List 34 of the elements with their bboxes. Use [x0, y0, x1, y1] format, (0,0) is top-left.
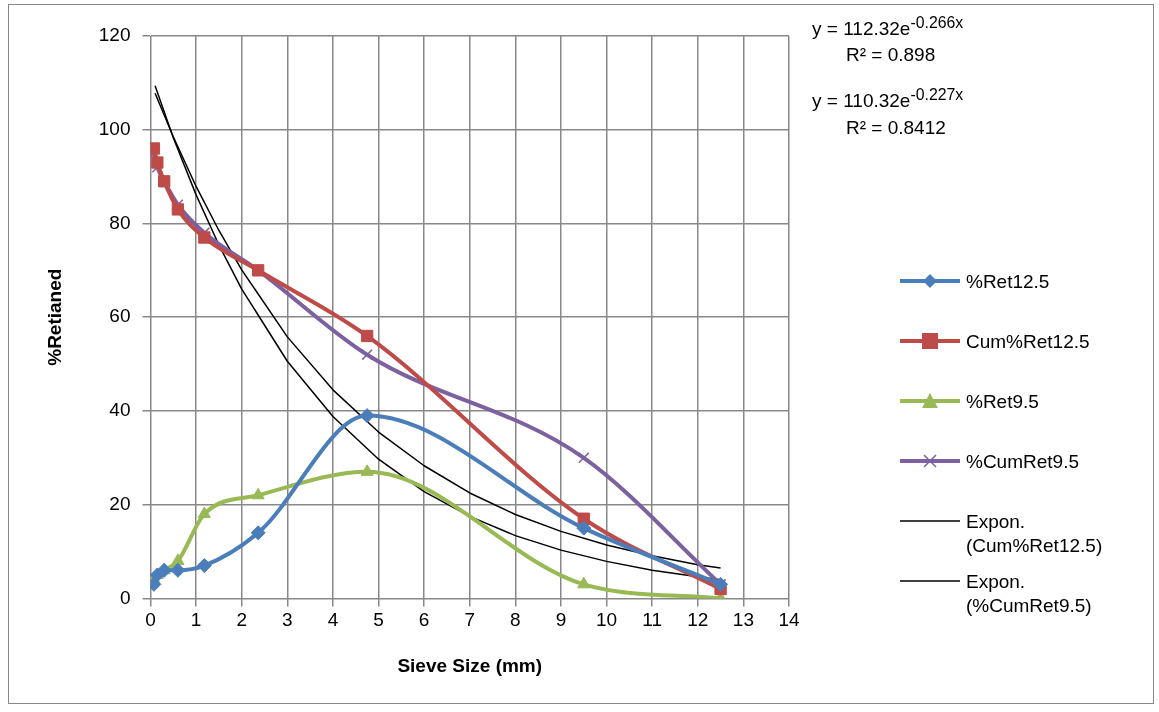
text: y = 112.32e$^{-0.266x}$ — [812, 13, 964, 42]
y-tick-label: 100 — [98, 117, 131, 139]
y-tick-label: 0 — [119, 586, 131, 608]
text: R² = 0.898 — [845, 43, 937, 68]
x-tick-label: 0 — [145, 609, 156, 631]
x-tick-label: 6 — [418, 609, 430, 631]
y-tick-label: 20 — [109, 492, 131, 514]
x-tick-label: 10 — [596, 609, 618, 631]
y-tick-label: 40 — [109, 399, 131, 421]
x-tick-label: 5 — [373, 609, 384, 631]
x-tick-label: 7 — [464, 609, 476, 631]
y-tick-label: 60 — [109, 305, 131, 327]
x-tick-label: 3 — [282, 609, 293, 631]
x-tick-label: 2 — [236, 609, 247, 631]
legend-label: %CumRet9.5 — [966, 450, 1079, 474]
text: y = 110.32e$^{-0.227x}$ — [812, 85, 964, 114]
x-tick-label: 13 — [732, 609, 754, 631]
x-tick-label: 4 — [327, 609, 339, 631]
x-tick-label: 14 — [778, 609, 800, 631]
legend-label: Expon. (Cum%Ret12.5) — [966, 510, 1104, 558]
y-axis-title: %Retianed — [43, 268, 65, 366]
x-axis-title: Sieve Size (mm) — [397, 654, 543, 676]
x-tick-label: 1 — [190, 609, 202, 631]
x-tick-label: 12 — [687, 609, 709, 631]
y-tick-label: 120 — [98, 24, 131, 46]
legend-label: Cum%Ret12.5 — [966, 330, 1090, 354]
x-tick-label: 9 — [555, 609, 567, 631]
y-tick-label: 80 — [109, 211, 131, 233]
text: R² = 0.8412 — [845, 115, 947, 140]
x-tick-label: 11 — [642, 609, 663, 631]
legend-label: %Ret12.5 — [966, 270, 1050, 294]
x-tick-label: 8 — [510, 609, 521, 631]
legend-label: Expon. (%CumRet9.5) — [966, 570, 1093, 618]
legend-label: %Ret9.5 — [966, 390, 1039, 414]
